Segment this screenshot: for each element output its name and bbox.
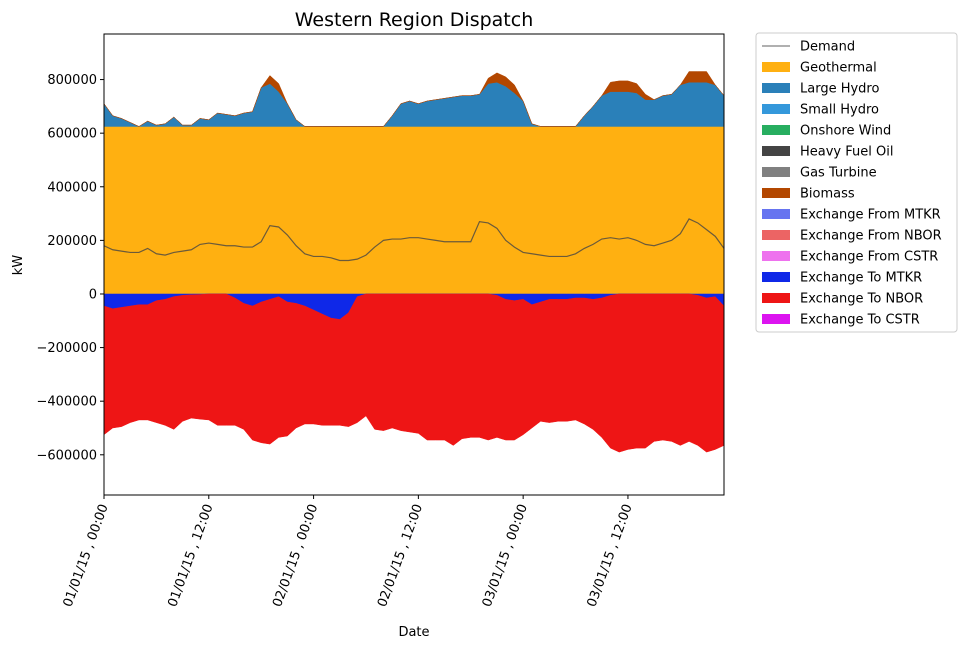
y-tick-label: −200000: [36, 341, 97, 356]
plot-frame: [103, 33, 725, 496]
legend-label-exchange-to-mtkr: Exchange To MTKR: [800, 271, 922, 286]
legend-swatch-exchange-to-nbor: [762, 293, 790, 303]
legend-label-demand: Demand: [800, 40, 855, 55]
legend-label-biomass: Biomass: [800, 187, 855, 202]
x-tick-label: 02/01/15 , 12:00: [375, 502, 426, 609]
x-tick-label: 01/01/15 , 12:00: [165, 502, 216, 609]
legend-swatch-heavy-fuel-oil: [762, 146, 790, 156]
legend-swatch-gas-turbine: [762, 167, 790, 177]
y-tick-label: −400000: [36, 395, 97, 410]
x-axis: 01/01/15 , 00:00 01/01/15 , 12:00 02/01/15…: [61, 495, 636, 609]
legend: Demand Geothermal Large Hydro Small Hydro On…: [755, 32, 958, 333]
legend-frame: [755, 32, 958, 333]
y-tick-label: 400000: [47, 180, 97, 195]
x-tick-label: 02/01/15 , 00:00: [270, 502, 321, 609]
x-tick-label: 03/01/15 , 00:00: [480, 502, 531, 609]
legend-label-exchange-to-nbor: Exchange To NBOR: [800, 292, 923, 307]
legend-swatch-onshore-wind: [762, 125, 790, 135]
legend-label-exchange-from-cstr: Exchange From CSTR: [800, 250, 938, 265]
chart-title: Western Region Dispatch: [295, 9, 534, 31]
x-tick-label: 01/01/15 , 00:00: [61, 502, 112, 609]
y-tick-label: 0: [89, 287, 97, 302]
legend-label-gas-turbine: Gas Turbine: [800, 166, 877, 181]
legend-label-geothermal: Geothermal: [800, 61, 877, 76]
legend-swatch-exchange-from-cstr: [762, 251, 790, 261]
y-tick-label: −600000: [36, 448, 97, 463]
area-geothermal: [103, 126, 725, 295]
y-tick-label: 200000: [47, 234, 97, 249]
legend-label-exchange-from-mtkr: Exchange From MTKR: [800, 208, 941, 223]
legend-swatch-exchange-from-nbor: [762, 230, 790, 240]
legend-label-large-hydro: Large Hydro: [800, 82, 879, 97]
legend-swatch-exchange-from-mtkr: [762, 209, 790, 219]
legend-label-heavy-fuel-oil: Heavy Fuel Oil: [800, 145, 893, 160]
x-tick-label: 03/01/15 , 12:00: [585, 502, 636, 609]
x-axis-label: Date: [398, 625, 429, 640]
demand-line: [103, 218, 725, 262]
y-axis-label: kW: [11, 255, 26, 276]
legend-label-onshore-wind: Onshore Wind: [800, 124, 891, 139]
y-tick-label: 800000: [47, 73, 97, 88]
area-exchange-to-nbor: [103, 293, 725, 453]
legend-swatch-exchange-to-cstr: [762, 314, 790, 324]
legend-swatch-geothermal: [762, 62, 790, 72]
legend-label-small-hydro: Small Hydro: [800, 103, 879, 118]
legend-swatch-exchange-to-mtkr: [762, 272, 790, 282]
legend-swatch-large-hydro: [762, 83, 790, 93]
legend-label-exchange-from-nbor: Exchange From NBOR: [800, 229, 942, 244]
y-axis: −600000 −400000 −200000 0 200000 400000 600000…: [36, 73, 104, 463]
y-tick-label: 600000: [47, 127, 97, 142]
legend-swatch-small-hydro: [762, 104, 790, 114]
plot-areas: [103, 71, 725, 453]
legend-swatch-biomass: [762, 188, 790, 198]
legend-label-exchange-to-cstr: Exchange To CSTR: [800, 313, 920, 328]
demand-line-group: [103, 218, 725, 262]
